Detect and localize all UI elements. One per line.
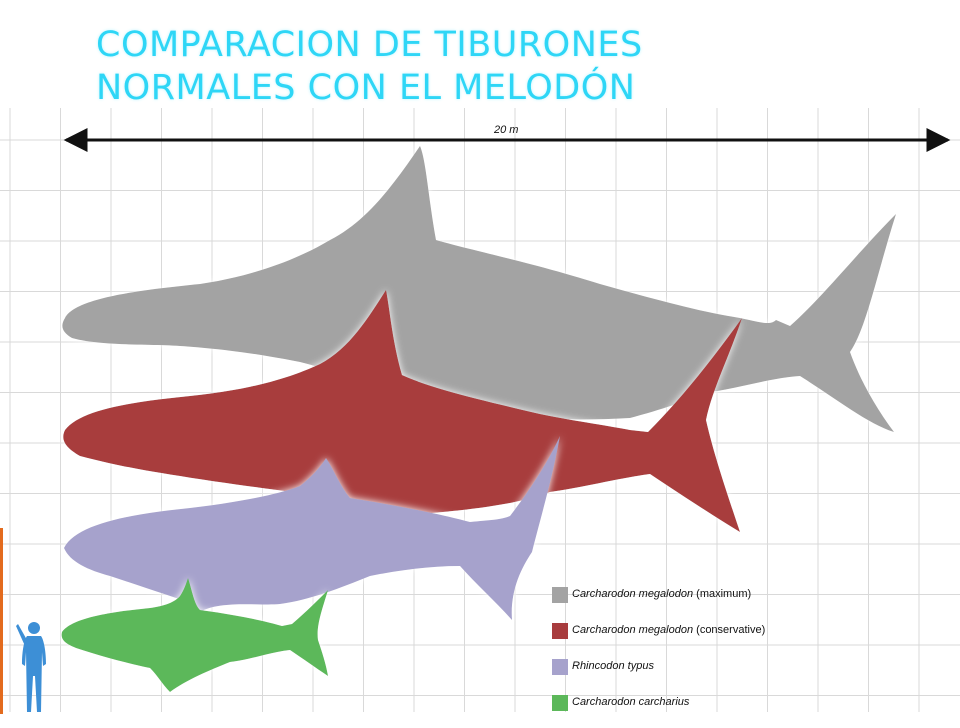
legend-species-name: Rhincodon typus <box>572 660 654 672</box>
legend-species-name: Carcharodon megalodon <box>572 624 694 636</box>
legend-label: Carcharodon megalodon (conservative) <box>572 624 765 636</box>
whale-shark-silhouette <box>64 436 560 620</box>
legend-label: Carcharodon carcharius <box>572 696 689 708</box>
legend-swatch <box>552 623 568 639</box>
legend-label: Rhincodon typus <box>572 660 654 672</box>
human-silhouette-icon <box>16 622 46 712</box>
legend-note: (conservative) <box>693 624 766 636</box>
legend-note: (maximum) <box>693 588 752 600</box>
great-white-silhouette <box>61 578 329 692</box>
megalodon-conservative-silhouette <box>63 290 743 532</box>
accent-bar <box>0 528 3 714</box>
scale-label: 20 m <box>493 124 518 136</box>
scale-bar: 20 m <box>63 124 951 152</box>
legend-species-name: Carcharodon carcharius <box>572 696 690 708</box>
legend-swatch <box>552 695 568 711</box>
legend-label: Carcharodon megalodon (maximum) <box>572 588 751 600</box>
title-line-2: NORMALES CON EL MELODÓN <box>96 68 636 108</box>
legend-swatch <box>552 587 568 603</box>
title-line-1: COMPARACION DE TIBURONES <box>96 25 643 65</box>
legend-swatch <box>552 659 568 675</box>
megalodon-maximum-silhouette <box>62 146 897 432</box>
legend-species-name: Carcharodon megalodon <box>572 588 694 600</box>
page-title: COMPARACION DE TIBURONES NORMALES CON EL… <box>96 24 643 110</box>
